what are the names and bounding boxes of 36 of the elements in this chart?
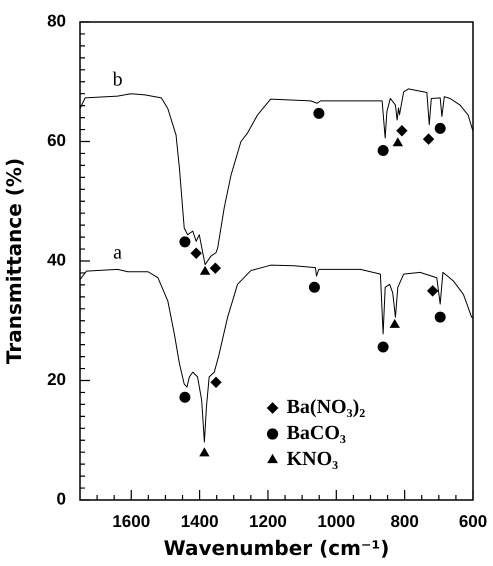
legend-label: KNO₃	[286, 448, 338, 470]
x-tick-label: 1400	[180, 512, 219, 531]
point	[434, 312, 446, 323]
y-tick-label: 60	[47, 131, 66, 150]
point	[392, 138, 403, 146]
x-tick-label: 1600	[112, 512, 150, 531]
point	[427, 285, 438, 296]
point	[210, 262, 221, 274]
point	[200, 448, 210, 456]
point	[390, 319, 400, 328]
point	[179, 236, 190, 248]
point	[179, 392, 190, 403]
point	[200, 266, 210, 275]
series-label: b	[112, 68, 123, 90]
x-tick-label: 800	[390, 512, 419, 531]
point	[423, 134, 434, 145]
y-tick-label: 40	[47, 250, 66, 270]
series-label: a	[113, 242, 122, 264]
y-tick-label: 0	[56, 490, 66, 509]
point	[313, 108, 324, 119]
point	[308, 282, 320, 293]
y-tick-label: 20	[47, 370, 66, 390]
point	[434, 122, 446, 134]
point	[190, 248, 202, 259]
point	[210, 376, 222, 388]
y-axis-title: Transmittance (%)	[2, 158, 26, 364]
x-tick-label: 1000	[317, 512, 356, 531]
legend-label: Ba(NO₃)₂	[286, 396, 366, 418]
x-tick-label: 1200	[249, 512, 287, 531]
legend-label: BaCO₃	[286, 422, 346, 444]
point	[378, 144, 389, 156]
point	[378, 342, 389, 353]
y-tick-label: 80	[47, 12, 66, 31]
x-axis-title: Wavenumber (cm⁻¹)	[164, 536, 390, 560]
point	[396, 125, 408, 136]
x-tick-label: 600	[458, 512, 488, 531]
